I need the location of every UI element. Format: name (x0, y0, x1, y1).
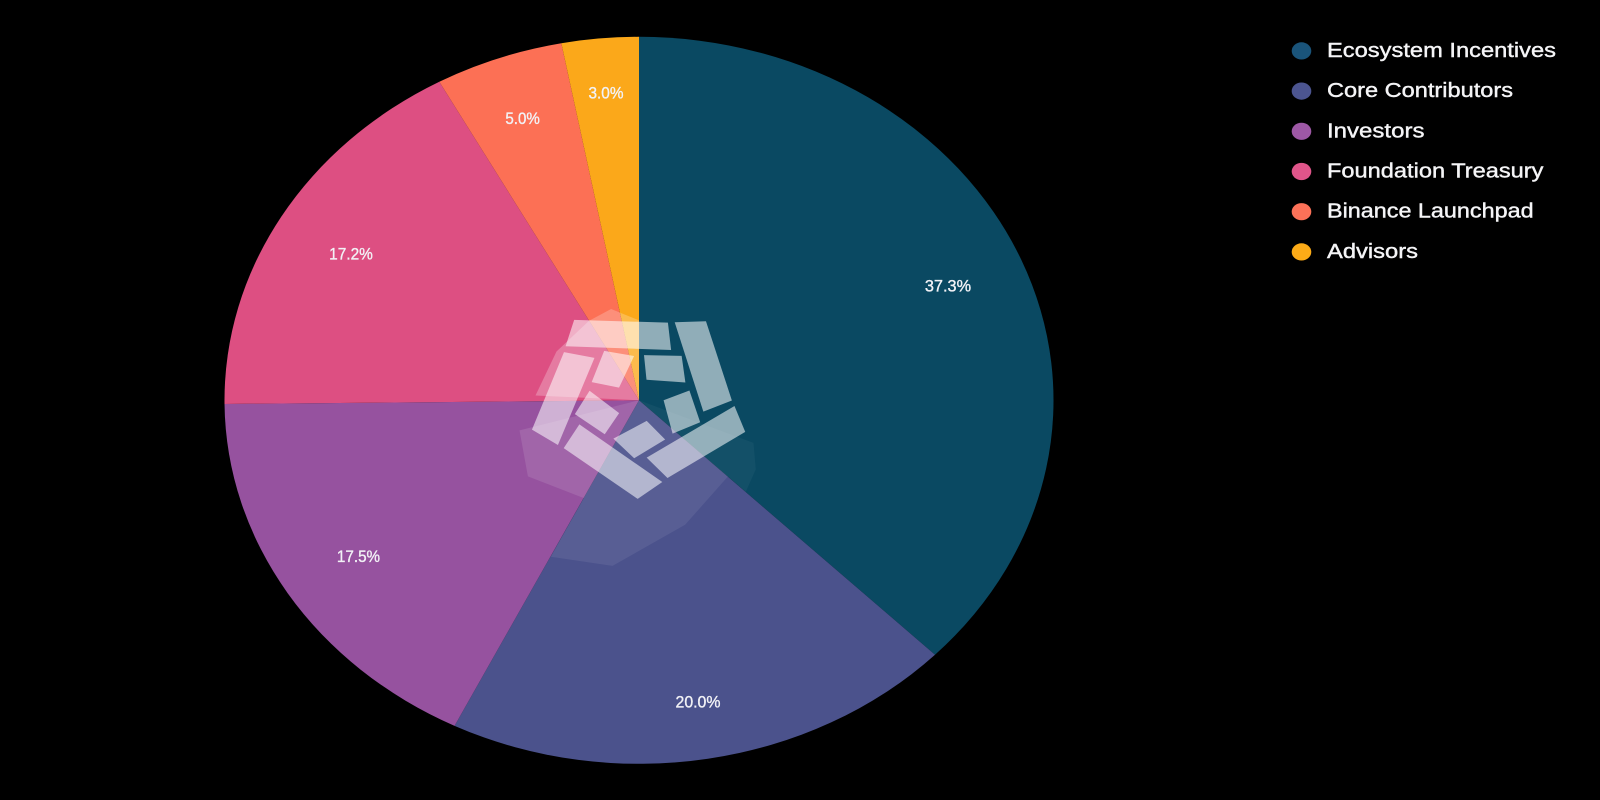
svg-text:17.5%: 17.5% (337, 547, 380, 566)
svg-text:20.0%: 20.0% (676, 693, 721, 712)
svg-text:17.2%: 17.2% (329, 245, 373, 264)
svg-text:5.0%: 5.0% (505, 109, 540, 128)
svg-text:Ecosystem Incentives: Ecosystem Incentives (1327, 40, 1556, 62)
svg-text:Binance Launchpad: Binance Launchpad (1327, 201, 1534, 223)
svg-text:Foundation Treasury: Foundation Treasury (1327, 161, 1543, 183)
svg-text:Advisors: Advisors (1327, 241, 1418, 263)
svg-text:Core Contributors: Core Contributors (1327, 80, 1513, 102)
svg-text:37.3%: 37.3% (925, 277, 971, 296)
svg-text:Investors: Investors (1327, 120, 1425, 142)
svg-text:3.0%: 3.0% (589, 84, 624, 103)
